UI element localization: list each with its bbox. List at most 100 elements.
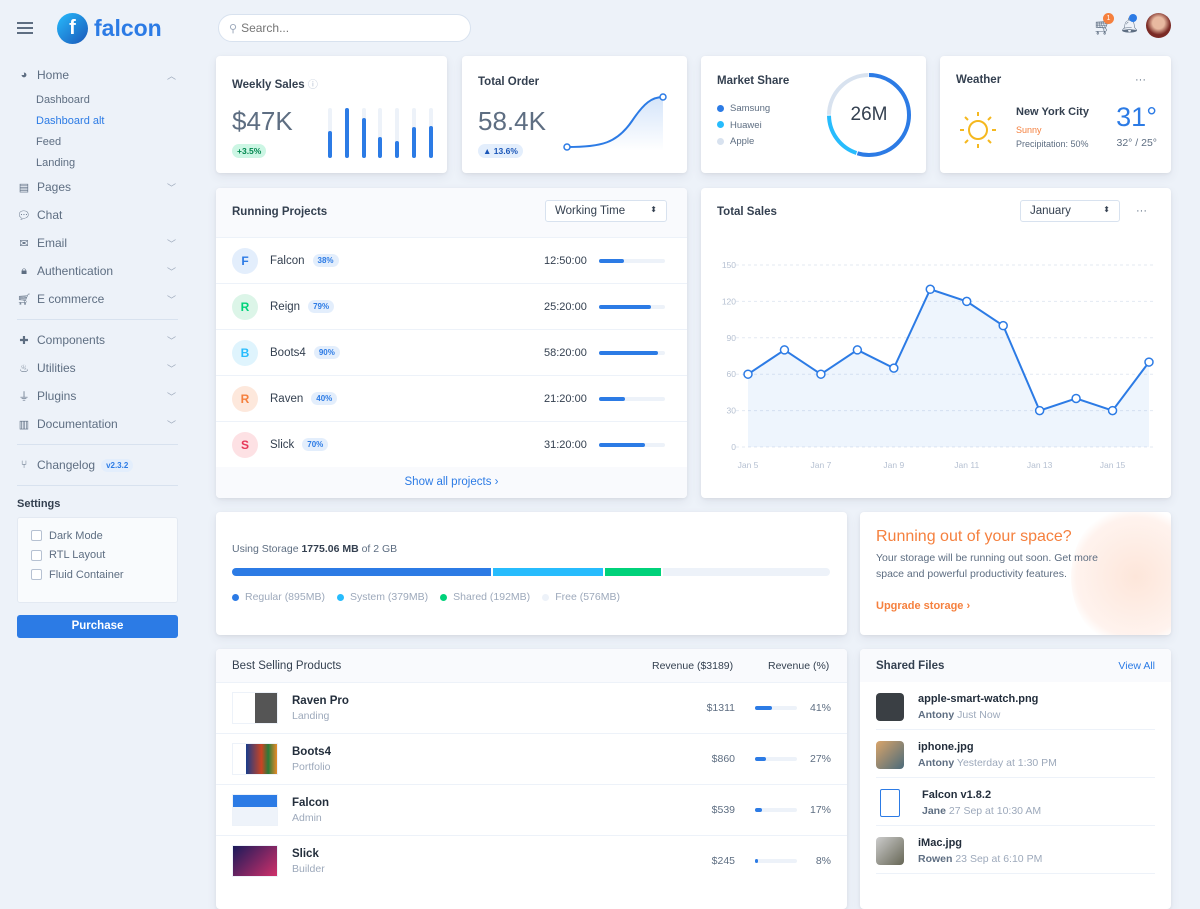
change-badge: ▲ 13.6% (478, 144, 523, 158)
checkbox[interactable] (31, 569, 42, 581)
sidebar-subitem-feed[interactable]: Feed (36, 135, 62, 148)
x-tick-label: Jan 11 (954, 460, 979, 470)
menu-toggle-icon[interactable] (17, 22, 33, 34)
setting-dark-mode[interactable]: Dark Mode (31, 526, 164, 546)
total-sales-chart: 0 30 60 90 120 150 Jan 5 Jan 7 Jan 9 Jan 11 Jan 13… (722, 260, 1156, 470)
search-box[interactable]: ⚲ (218, 14, 471, 42)
sidebar-item-chat[interactable]: 💬︎ Chat (17, 208, 63, 222)
checkbox[interactable] (31, 530, 42, 542)
product-name[interactable]: Raven Pro (292, 694, 349, 707)
shared-file-item[interactable]: Falcon v1.8.2 Jane 27 Sep at 10:30 AM (876, 778, 1155, 826)
market-share-card: Market Share Samsung Huawei Apple 26M (701, 56, 926, 173)
weather-temp: 31° (1116, 102, 1157, 132)
sidebar-item-pages[interactable]: ▤ Pages ﹀ (18, 180, 176, 194)
weekly-sales-bar (361, 108, 366, 158)
weather-range: 32° / 25° (1116, 137, 1157, 149)
project-row[interactable]: S Slick 70% 31:20:00 (216, 421, 687, 467)
cart-button[interactable]: 🛒︎ 1 (1093, 13, 1114, 36)
sales-point (1107, 405, 1118, 416)
x-tick-label: Jan 7 (811, 460, 832, 470)
search-input[interactable] (241, 21, 442, 35)
sidebar-item-utilities[interactable]: ♨ Utilities ﹀ (17, 354, 200, 382)
shared-file-item[interactable]: apple-smart-watch.png Antony Just Now (876, 682, 1155, 730)
project-row[interactable]: B Boots4 90% 58:20:00 (216, 329, 687, 375)
help-icon[interactable]: ⓘ (307, 80, 318, 91)
donut-slice-samsung (827, 73, 911, 157)
month-select[interactable]: January ⬍ (1020, 200, 1120, 222)
file-name[interactable]: iMac.jpg (918, 836, 963, 849)
weekly-sales-bar (412, 108, 417, 158)
sun-icon (960, 112, 996, 148)
project-avatar: S (232, 431, 258, 458)
project-percent-badge: 40% (311, 392, 338, 405)
shared-file-item[interactable]: iphone.jpg Antony Yesterday at 1:30 PM (876, 730, 1155, 778)
project-progress (599, 304, 665, 309)
card-title: Total Order (478, 76, 540, 88)
show-all-projects-link[interactable]: Show all projects › (216, 467, 687, 498)
sidebar-item-documentation[interactable]: ▥ Documentation ﹀ (18, 417, 176, 431)
project-avatar: R (232, 385, 258, 412)
weekly-sales-card: Weekly Sales ⓘ $47K +3.5% (216, 56, 447, 173)
sales-point (961, 296, 972, 307)
sidebar-subitem-landing[interactable]: Landing (36, 156, 76, 169)
project-row[interactable]: R Reign 79% 25:20:00 (216, 283, 687, 329)
chevron-down-icon: ﹀ (166, 335, 176, 346)
product-row[interactable]: Slick Builder $245 8% (216, 835, 847, 886)
weather-precipitation: Precipitation: 50% (1016, 139, 1089, 149)
project-progress (599, 258, 665, 263)
project-row[interactable]: F Falcon 38% 12:50:00 (216, 237, 687, 283)
weekly-sales-value: $47K (232, 106, 293, 136)
product-row[interactable]: Falcon Admin $539 17% (216, 784, 847, 835)
file-time: Yesterday at 1:30 PM (956, 756, 1057, 769)
sidebar-subitem-dashboard-alt[interactable]: Dashboard alt (36, 114, 105, 127)
product-name[interactable]: Boots4 (292, 745, 331, 758)
file-time: 23 Sep at 6:10 PM (955, 852, 1043, 865)
view-all-link[interactable]: View All (1118, 660, 1155, 672)
sidebar-item-e-commerce[interactable]: 🛒︎ E commerce ﹀ (17, 292, 176, 306)
user-avatar[interactable] (1146, 13, 1171, 38)
more-menu-button[interactable]: ··· (1136, 205, 1147, 217)
more-menu-button[interactable]: ··· (1135, 74, 1146, 86)
storage-legend-item: Free (576MB) (542, 591, 620, 603)
setting-fluid-container[interactable]: Fluid Container (31, 565, 164, 585)
project-avatar: F (232, 247, 258, 274)
sales-point (743, 369, 753, 379)
shared-file-item[interactable]: iMac.jpg Rowen 23 Sep at 6:10 PM (876, 826, 1155, 874)
sidebar-subitem-dashboard[interactable]: Dashboard (36, 93, 90, 106)
product-row[interactable]: Boots4 Portfolio $860 27% (216, 733, 847, 784)
sidebar-item-components[interactable]: ✚ Components ﹀ (17, 326, 200, 354)
storage-segment (493, 568, 604, 576)
sidebar-item-authentication[interactable]: 🔒︎ Authentication ﹀ (17, 257, 200, 285)
product-name[interactable]: Falcon (292, 796, 330, 809)
product-category: Portfolio (292, 760, 331, 773)
project-time: 25:20:00 (544, 300, 587, 313)
column-header-revenue-pct[interactable]: Revenue (%) (768, 660, 830, 672)
upgrade-storage-link[interactable]: Upgrade storage › (876, 600, 971, 612)
book-icon: ▥ (18, 418, 30, 431)
setting-rtl-layout[interactable]: RTL Layout (31, 546, 164, 566)
sidebar-item-plugins[interactable]: ⏚ Plugins ﹀ (18, 389, 177, 403)
logo[interactable]: f falcon (57, 13, 162, 44)
column-header-revenue[interactable]: Revenue ($3189) (652, 660, 734, 672)
notification-bell-icon[interactable]: 🔔︎ (1120, 14, 1139, 34)
market-share-total: 26M (850, 104, 888, 125)
product-thumbnail (232, 743, 278, 775)
working-time-select[interactable]: Working Time ⬍ (545, 200, 667, 222)
total-order-value: 58.4K (478, 106, 546, 136)
weekly-sales-bar (328, 108, 332, 158)
sidebar-item-email[interactable]: ✉ Email ﹀ (17, 229, 200, 257)
chevron-down-icon: ﹀ (166, 294, 176, 305)
file-owner: Antony (918, 708, 955, 721)
product-row[interactable]: Raven Pro Landing $1311 41% (216, 682, 847, 733)
product-name[interactable]: Slick (292, 847, 319, 860)
purchase-button[interactable]: Purchase (17, 615, 178, 638)
checkbox[interactable] (31, 549, 42, 561)
file-name[interactable]: apple-smart-watch.png (918, 692, 1039, 705)
sidebar-item-changelog[interactable]: ⑂ Changelog v2.3.2 (0, 451, 200, 479)
sales-line (747, 288, 1150, 412)
product-thumbnail (232, 794, 278, 826)
sidebar-item-home[interactable]: ◕ Home ︿ (0, 61, 200, 89)
project-row[interactable]: R Raven 40% 21:20:00 (216, 375, 687, 421)
file-name[interactable]: iphone.jpg (918, 740, 974, 753)
file-name[interactable]: Falcon v1.8.2 (922, 788, 992, 801)
